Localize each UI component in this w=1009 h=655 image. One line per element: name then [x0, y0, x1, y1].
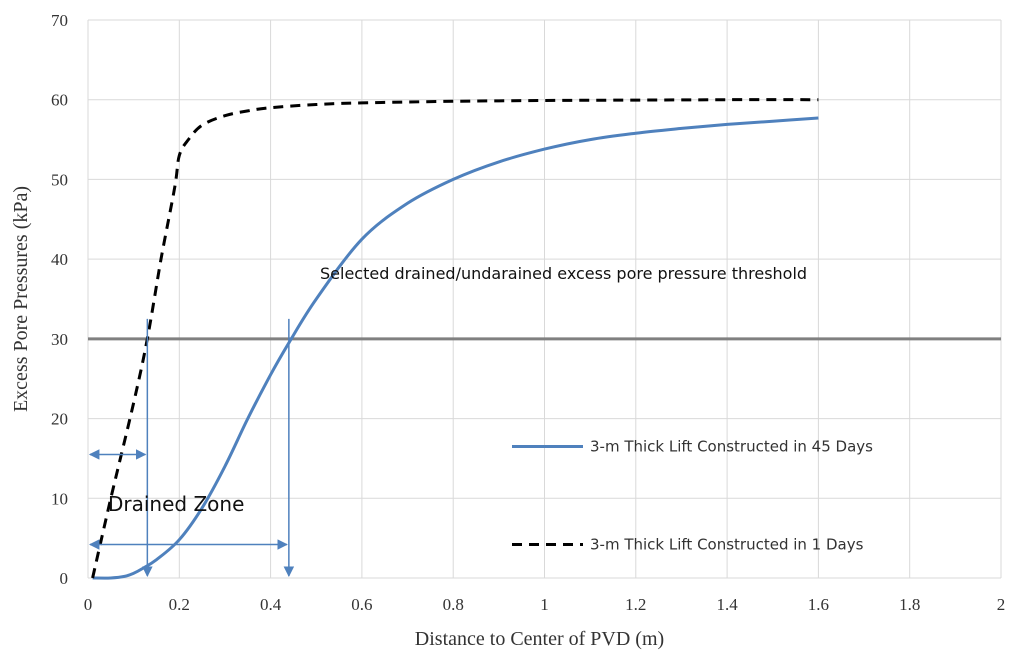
- x-tick-label: 0.8: [443, 595, 464, 614]
- x-tick-label: 0.2: [169, 595, 190, 614]
- x-tick-label: 0.6: [351, 595, 372, 614]
- x-tick-label: 0: [84, 595, 93, 614]
- threshold-label: Selected drained/undarained excess pore …: [320, 264, 807, 283]
- y-axis: 0 10 20 30 40 50 60 70: [51, 11, 68, 588]
- plot-area: 0 0.2 0.4 0.6 0.8 1 1.2 1.4 1.6 1.8 2 0 10 20 30 40 50 6…: [51, 11, 1005, 614]
- series-line-1-day: [91, 98, 819, 579]
- x-axis: 0 0.2 0.4 0.6 0.8 1 1.2 1.4 1.6 1.8 2: [84, 595, 1006, 614]
- x-tick-label: 1.2: [625, 595, 646, 614]
- y-tick-label: 70: [51, 11, 68, 30]
- legend-entry-45-days: 3-m Thick Lift Constructed in 45 Days: [512, 437, 873, 455]
- drained-zone-label: Drained Zone: [108, 492, 244, 516]
- x-tick-label: 0.4: [260, 595, 282, 614]
- y-axis-title: Excess Pore Pressures (kPa): [10, 186, 32, 412]
- y-tick-label: 20: [51, 410, 68, 429]
- y-tick-label: 60: [51, 91, 68, 110]
- drained-zone-markers: [88, 318, 295, 578]
- legend-label-1-day: 3-m Thick Lift Constructed in 1 Days: [590, 536, 864, 554]
- x-tick-label: 1: [540, 595, 549, 614]
- y-tick-label: 30: [51, 330, 68, 349]
- legend: 3-m Thick Lift Constructed in 45 Days 3-…: [512, 437, 873, 554]
- legend-entry-1-day: 3-m Thick Lift Constructed in 1 Days: [512, 536, 864, 554]
- y-tick-label: 10: [51, 489, 68, 508]
- y-tick-label: 0: [60, 569, 69, 588]
- y-tick-label: 50: [51, 170, 68, 189]
- x-tick-label: 1.4: [716, 595, 738, 614]
- x-tick-label: 2: [997, 595, 1006, 614]
- x-tick-label: 1.6: [808, 595, 829, 614]
- y-tick-label: 40: [51, 250, 68, 269]
- legend-label-45-days: 3-m Thick Lift Constructed in 45 Days: [590, 437, 873, 455]
- x-axis-title: Distance to Center of PVD (m): [415, 628, 664, 650]
- x-tick-label: 1.8: [899, 595, 920, 614]
